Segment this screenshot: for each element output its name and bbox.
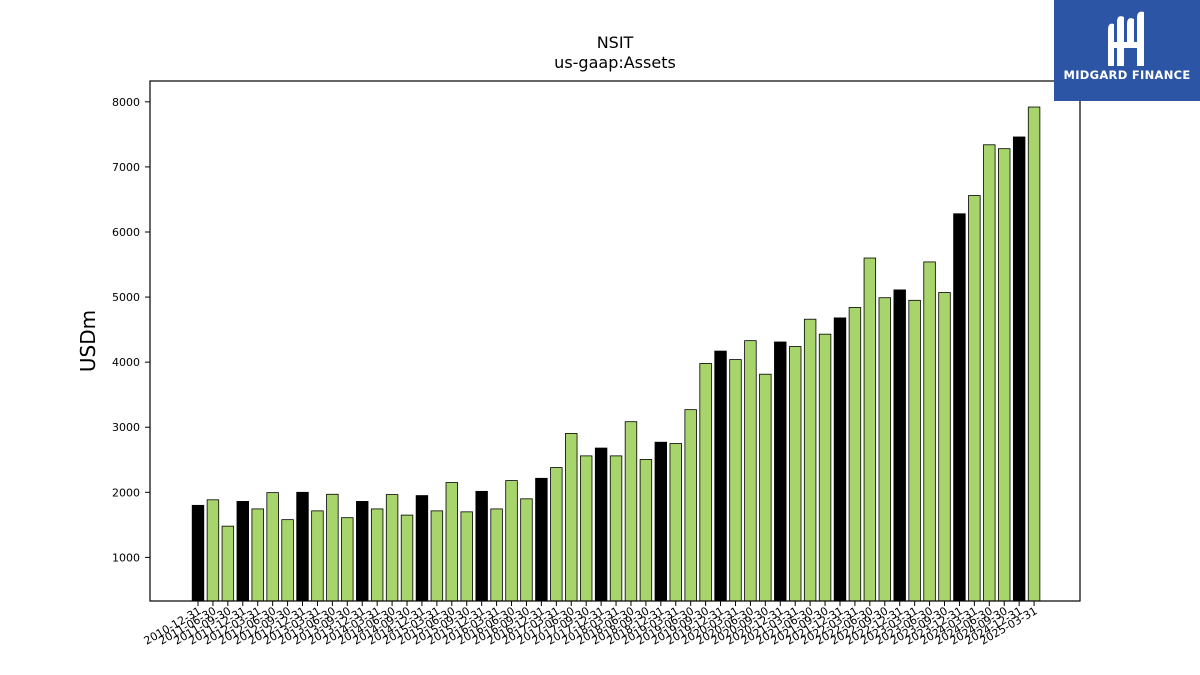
bar bbox=[833, 317, 847, 602]
bar bbox=[699, 363, 712, 602]
bar bbox=[878, 297, 891, 602]
bar bbox=[639, 459, 653, 602]
bar bbox=[191, 504, 205, 602]
bar bbox=[579, 455, 593, 602]
bar bbox=[430, 510, 444, 602]
bar bbox=[221, 525, 235, 602]
bar bbox=[206, 499, 220, 602]
bar bbox=[714, 350, 727, 602]
bar bbox=[983, 144, 996, 602]
bar bbox=[266, 492, 279, 602]
bar bbox=[550, 467, 563, 602]
bar bbox=[818, 333, 832, 602]
plot-frame bbox=[149, 80, 1081, 602]
bar bbox=[236, 501, 249, 602]
y-tick-label: 4000 bbox=[112, 356, 140, 369]
bar bbox=[251, 508, 264, 602]
bar bbox=[535, 477, 548, 602]
bar bbox=[594, 447, 608, 602]
bar bbox=[624, 421, 638, 602]
bar bbox=[893, 289, 906, 602]
bar bbox=[490, 508, 503, 602]
logo-mark-icon bbox=[1108, 11, 1144, 67]
bar bbox=[311, 510, 324, 602]
bar bbox=[729, 359, 742, 602]
y-tick-label: 6000 bbox=[112, 226, 140, 239]
bar bbox=[803, 318, 817, 602]
bar bbox=[415, 495, 429, 602]
bar bbox=[520, 498, 533, 602]
bar bbox=[998, 148, 1011, 602]
y-axis-label: USDm bbox=[76, 310, 100, 372]
brand-logo: MIDGARD FINANCE bbox=[1054, 0, 1200, 101]
bar bbox=[848, 307, 862, 602]
bar bbox=[789, 346, 802, 602]
bar bbox=[505, 480, 518, 602]
bar bbox=[908, 299, 921, 602]
bar bbox=[475, 490, 488, 602]
y-tick-label: 5000 bbox=[112, 291, 140, 304]
bar bbox=[609, 455, 623, 602]
bar bbox=[744, 340, 757, 602]
bar bbox=[938, 292, 951, 602]
bar bbox=[669, 443, 682, 602]
chart-title: NSIT bbox=[596, 33, 634, 52]
bar bbox=[385, 494, 399, 602]
y-tick-label: 7000 bbox=[112, 161, 140, 174]
bar bbox=[863, 257, 877, 602]
bar bbox=[400, 514, 414, 602]
bar bbox=[923, 261, 936, 602]
bar bbox=[654, 441, 668, 602]
y-tick-label: 2000 bbox=[112, 486, 140, 499]
bar bbox=[774, 341, 787, 602]
bar bbox=[759, 373, 772, 602]
bar bbox=[341, 517, 354, 602]
y-tick-label: 1000 bbox=[112, 551, 140, 564]
bar bbox=[445, 482, 459, 602]
bar bbox=[565, 433, 578, 602]
y-tick-label: 8000 bbox=[112, 96, 140, 109]
chart-subtitle: us-gaap:Assets bbox=[554, 53, 676, 72]
bar bbox=[1027, 106, 1041, 602]
bar bbox=[356, 501, 369, 602]
bar bbox=[460, 511, 473, 602]
bar bbox=[370, 508, 384, 602]
bar bbox=[953, 213, 966, 602]
bar bbox=[1012, 136, 1026, 602]
bar bbox=[296, 491, 309, 602]
logo-text: MIDGARD FINANCE bbox=[1063, 68, 1191, 82]
bar bbox=[684, 409, 697, 602]
bar bbox=[968, 195, 981, 602]
y-tick-label: 3000 bbox=[112, 421, 140, 434]
bar bbox=[281, 519, 294, 602]
bar bbox=[326, 493, 339, 602]
